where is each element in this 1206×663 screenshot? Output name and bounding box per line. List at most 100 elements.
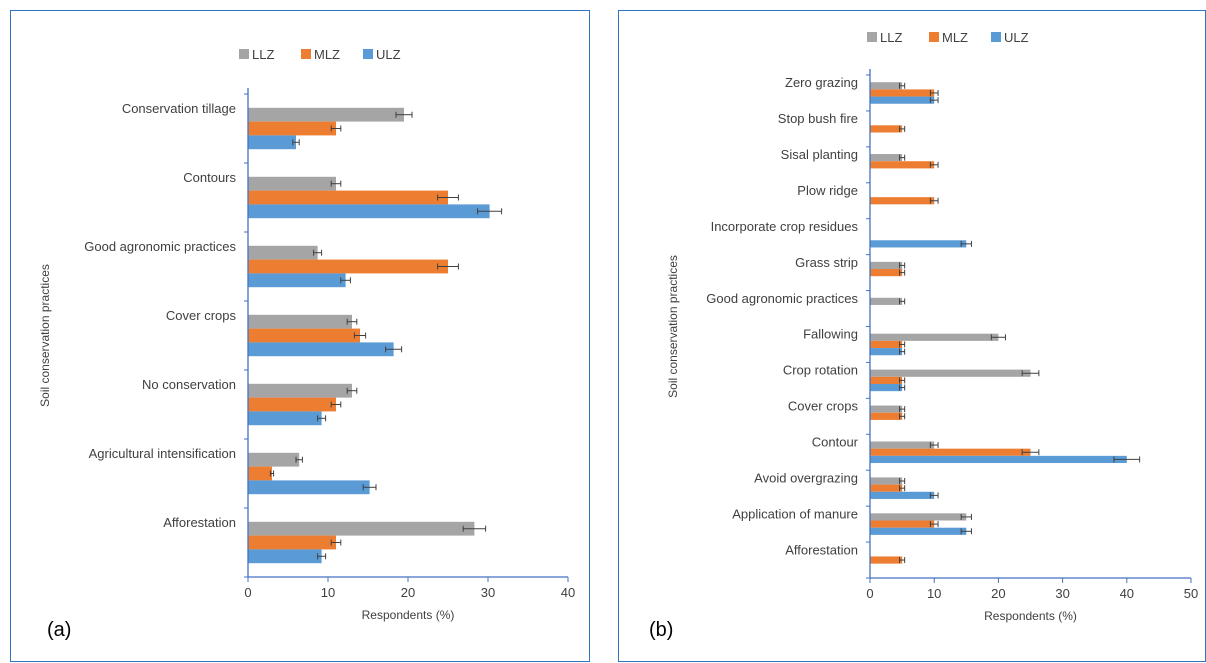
bar-mlz [870,197,935,205]
bar-mlz [870,161,935,169]
category-label: Agricultural intensification [89,446,236,461]
x-tick-label: 20 [401,585,415,600]
bar-mlz [248,190,448,205]
legend-swatch-mlz [301,49,311,59]
category-label: No conservation [142,377,236,392]
bar-mlz [870,89,935,97]
bar-llz [248,452,300,467]
bar-mlz [248,535,336,550]
x-tick-label: 10 [927,586,941,601]
bar-ulz [248,480,370,495]
category-label: Conservation tillage [122,101,236,116]
chart-a-svg: LLZ MLZ ULZ Conservation tillage Contours Goo… [38,47,575,622]
panel-label-a: (a) [47,619,72,641]
bar-ulz [870,240,967,248]
category-label: Crop rotation [783,363,858,378]
y-axis-title: Soil conservation practices [38,264,52,407]
legend-label-mlz: MLZ [314,47,340,62]
category-label: Avoid overgrazing [754,470,858,485]
x-tick-label: 30 [481,585,495,600]
bar-ulz [870,455,1127,464]
category-label: Stop bush fire [778,111,858,126]
bar-mlz [870,448,1031,456]
x-tick-label: 0 [244,585,251,600]
bar-ulz [870,96,935,104]
bar-llz [248,107,404,122]
bar-llz [870,513,967,521]
legend-label-ulz: ULZ [1004,30,1029,45]
bar-mlz [870,269,903,277]
x-tick-label: 0 [866,586,873,601]
bar-ulz [248,549,322,564]
bar-llz [870,405,903,413]
bar-ulz [870,491,935,499]
bar-mlz [248,466,272,481]
bar-llz [870,154,903,162]
bar-mlz [870,125,903,133]
legend-label-mlz: MLZ [942,30,968,45]
y-axis-title: Soil conservation practices [666,255,680,398]
category-label: Grass strip [795,255,858,270]
category-label: Sisal planting [781,147,858,162]
bar-ulz [248,204,490,219]
legend-label-llz: LLZ [880,30,902,45]
x-tick-label: 10 [321,585,335,600]
bar-ulz [870,527,967,535]
bar-mlz [248,259,448,274]
x-tick-label: 40 [1120,586,1134,601]
legend-swatch-ulz [991,32,1001,42]
bar-ulz [248,411,322,426]
bar-mlz [870,520,935,528]
legend-label-llz: LLZ [252,47,274,62]
legend-swatch-llz [867,32,877,42]
category-label: Plow ridge [797,183,858,198]
bar-llz [248,383,352,398]
chart-b-svg: LLZ MLZ ULZ Zero grazing Stop bush fire Sisal… [666,30,1198,623]
legend-swatch-mlz [929,32,939,42]
x-axis-title: Respondents (%) [984,609,1077,623]
x-axis-title: Respondents (%) [362,608,455,622]
category-label: Application of manure [732,506,858,521]
chart-panel-b: LLZ MLZ ULZ Zero grazing Stop bush fire Sisal… [618,10,1206,662]
bar-llz [870,261,903,270]
bar-mlz [870,340,903,349]
x-tick-label: 50 [1184,586,1198,601]
bar-ulz [248,342,394,357]
bar-ulz [248,273,346,288]
category-label: Cover crops [166,308,237,323]
bar-mlz [248,121,336,136]
category-label: Afforestation [785,542,858,557]
category-label: Zero grazing [785,75,858,90]
category-label: Incorporate crop residues [711,219,859,234]
bar-ulz [870,383,903,392]
bar-llz [870,333,999,341]
category-label: Good agronomic practices [84,239,236,254]
bar-llz [870,369,1031,377]
bar-llz [248,176,336,191]
bar-llz [870,297,903,305]
bar-llz [248,314,352,329]
bar-llz [870,477,903,485]
bar-mlz [870,556,903,564]
category-label: Good agronomic practices [706,291,858,306]
bar-mlz [248,397,336,412]
bar-llz [248,521,475,536]
x-tick-label: 20 [991,586,1005,601]
bar-mlz [870,412,903,420]
x-tick-label: 40 [561,585,575,600]
x-tick-label: 30 [1055,586,1069,601]
category-label: Afforestation [163,515,236,530]
bar-llz [870,441,935,449]
legend-label-ulz: ULZ [376,47,401,62]
category-label: Cover crops [788,399,859,414]
bar-llz [870,82,903,90]
bar-ulz [870,348,903,356]
bar-mlz [870,376,903,384]
category-label: Contours [183,170,236,185]
bar-mlz [870,484,903,492]
category-label: Contour [812,434,859,449]
bar-mlz [248,328,360,343]
legend-swatch-ulz [363,49,373,59]
category-label: Fallowing [803,327,858,342]
legend-swatch-llz [239,49,249,59]
